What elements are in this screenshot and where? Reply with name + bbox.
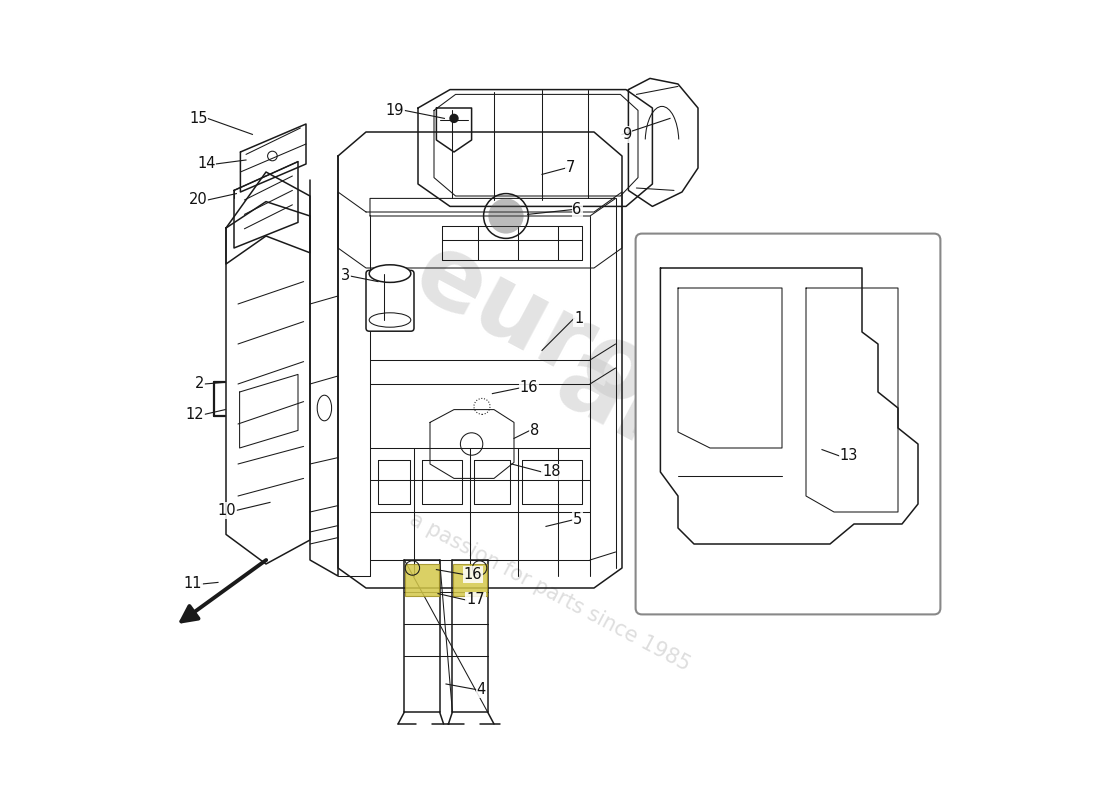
Ellipse shape [370,313,410,327]
Text: 9: 9 [621,127,631,142]
Ellipse shape [370,265,410,282]
Text: 3: 3 [341,269,350,283]
Text: 19: 19 [386,103,405,118]
Text: 1: 1 [574,311,583,326]
Text: a passion for parts since 1985: a passion for parts since 1985 [406,510,694,674]
FancyBboxPatch shape [636,234,940,614]
Text: 13: 13 [839,449,858,463]
Polygon shape [405,564,439,596]
Text: 7: 7 [566,161,575,175]
Text: 4: 4 [476,682,486,697]
Text: 11: 11 [184,577,202,591]
Text: 17: 17 [466,593,485,607]
Text: 18: 18 [542,465,561,479]
Text: 16: 16 [519,381,538,395]
Text: 8: 8 [530,423,539,438]
Text: ares: ares [539,332,801,532]
Circle shape [488,198,524,234]
Text: 6: 6 [572,202,582,217]
Text: 2: 2 [195,377,205,391]
Text: europ: europ [398,224,734,464]
Polygon shape [453,564,487,596]
Circle shape [450,114,458,122]
Text: 15: 15 [189,111,208,126]
Text: 20: 20 [189,193,208,207]
FancyBboxPatch shape [366,270,414,331]
Text: 5: 5 [572,513,582,527]
Text: 12: 12 [186,407,205,422]
Text: 16: 16 [463,567,482,582]
Text: 10: 10 [218,503,236,518]
Text: 14: 14 [197,157,216,171]
